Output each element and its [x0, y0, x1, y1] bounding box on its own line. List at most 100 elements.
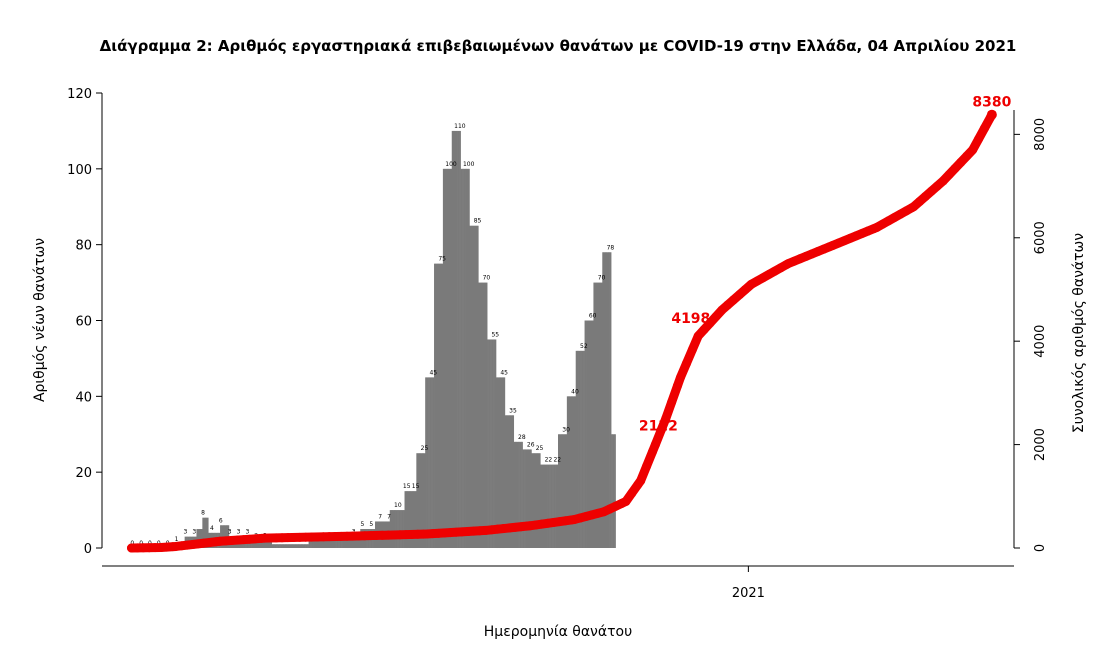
daily-bar: [392, 510, 395, 548]
daily-bar: [439, 263, 442, 549]
x-tick-label: 2021: [732, 586, 765, 601]
daily-bar: [510, 415, 513, 548]
bar-value-label: 40: [571, 388, 579, 395]
cumulative-point: [656, 425, 666, 435]
daily-bar: [339, 540, 342, 548]
daily-bar: [488, 339, 491, 548]
daily-bar: [544, 464, 547, 548]
y-right-label: Συνολικός αριθμός θανάτων: [1071, 233, 1087, 433]
daily-bar: [400, 510, 402, 548]
bar-value-label: 22: [553, 457, 561, 464]
daily-bar: [565, 434, 568, 548]
bar-value-label: 35: [509, 407, 517, 414]
daily-bar: [401, 510, 404, 548]
daily-bar: [335, 540, 337, 548]
daily-bar: [341, 540, 343, 548]
daily-bar: [438, 263, 441, 549]
bar-value-label: 70: [483, 275, 491, 282]
daily-bar: [324, 540, 327, 548]
daily-bar: [423, 453, 426, 548]
daily-bar: [407, 491, 410, 549]
daily-bar: [270, 540, 273, 548]
daily-bar: [419, 453, 422, 548]
daily-bar: [531, 453, 534, 548]
cumulative-point: [642, 461, 652, 471]
daily-bar: [481, 282, 484, 548]
bar-value-label: 3: [237, 529, 241, 536]
cumulative-point: [650, 440, 660, 450]
daily-bar: [580, 350, 582, 548]
daily-bar: [326, 540, 329, 548]
daily-bar: [525, 449, 528, 548]
bar-value-label: 75: [438, 256, 446, 263]
daily-bar: [251, 540, 253, 548]
daily-bar: [587, 320, 590, 548]
daily-bar: [417, 453, 420, 548]
daily-bar: [504, 415, 507, 548]
daily-bar: [467, 168, 470, 548]
cumulative-deaths-line: [127, 109, 997, 553]
daily-bar: [543, 464, 546, 548]
daily-bar: [408, 491, 411, 549]
daily-bar: [202, 517, 205, 548]
daily-bar: [276, 544, 278, 548]
daily-deaths-bars: [175, 130, 616, 549]
daily-bar: [255, 540, 258, 548]
daily-bar: [416, 453, 419, 548]
daily-bar: [534, 453, 537, 548]
daily-bar: [314, 540, 317, 548]
daily-bar: [450, 168, 453, 548]
cumulative-point: [705, 318, 715, 328]
y-left-tick-label: 60: [75, 315, 92, 330]
daily-bar: [501, 377, 504, 549]
bar-value-label: 3: [245, 529, 249, 536]
daily-bar: [454, 130, 457, 549]
daily-bar: [577, 350, 579, 548]
daily-bar: [469, 225, 472, 548]
cumulative-point: [974, 134, 984, 144]
bar-value-label: 4: [210, 525, 214, 532]
daily-bar: [327, 540, 330, 548]
cumulative-annotation: 4198: [671, 311, 710, 327]
cumulative-point: [944, 170, 954, 180]
y-right-tick-label: 4000: [1033, 325, 1048, 358]
daily-bar: [305, 544, 308, 548]
daily-bar: [456, 130, 458, 549]
daily-bar: [442, 168, 445, 548]
daily-bar: [274, 544, 277, 548]
daily-bar: [558, 434, 560, 548]
daily-bar: [538, 453, 541, 548]
daily-bar: [586, 320, 588, 548]
daily-bar: [516, 441, 519, 548]
daily-bar: [346, 536, 349, 549]
daily-bar: [262, 540, 265, 548]
daily-bar: [491, 339, 494, 548]
daily-bar: [431, 377, 433, 549]
daily-bar: [451, 130, 454, 549]
daily-bar: [265, 540, 268, 548]
daily-bar: [267, 540, 270, 548]
daily-bar: [535, 453, 538, 548]
daily-bar: [506, 415, 509, 548]
daily-bar: [470, 225, 473, 548]
daily-bar: [527, 449, 529, 548]
daily-bar: [414, 491, 417, 549]
daily-bar: [472, 225, 475, 548]
cumulative-point: [962, 151, 972, 161]
daily-bar: [476, 225, 479, 548]
daily-bar: [463, 168, 466, 548]
cumulative-point: [938, 176, 948, 186]
daily-bar: [572, 396, 575, 548]
cumulative-point: [979, 123, 989, 133]
bar-value-label: 8: [201, 510, 205, 517]
daily-bar: [295, 544, 298, 548]
daily-bar: [497, 377, 500, 549]
daily-bar: [578, 350, 581, 548]
bar-value-label: 15: [412, 483, 420, 490]
bar-value-label: 55: [491, 331, 499, 338]
daily-bar: [581, 350, 584, 548]
cumulative-point: [681, 359, 691, 369]
daily-bar: [205, 517, 208, 548]
daily-bar: [282, 544, 284, 548]
daily-bar: [404, 491, 407, 549]
